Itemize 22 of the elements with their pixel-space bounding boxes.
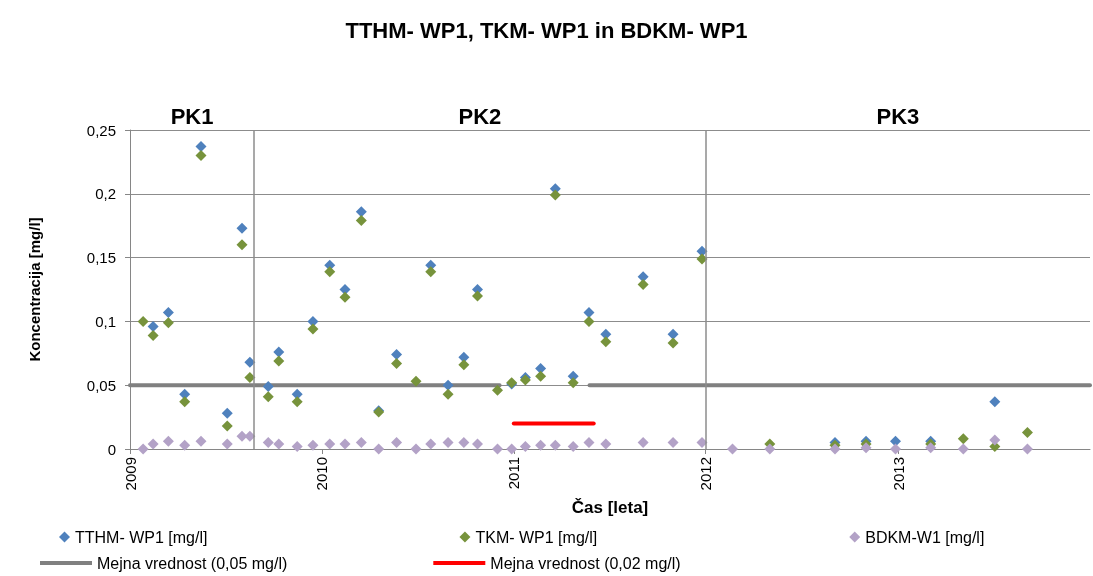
y-tick-label: 0,25 <box>86 121 116 139</box>
y-tick-label: 0,15 <box>86 249 116 267</box>
legend-label: TKM- WP1 [mg/l] <box>475 528 598 546</box>
legend-label: BDKM-W1 [mg/l] <box>865 528 985 546</box>
x-tick-label: 2011 <box>505 457 523 490</box>
text: PK1 <box>170 103 214 129</box>
x-axis-title: Čas [leta] <box>571 498 649 517</box>
y-tick-label: 0 <box>107 440 116 458</box>
y-tick-label: 0,05 <box>86 376 116 394</box>
x-tick-label: 2009 <box>121 457 139 491</box>
chart-title: TTHM- WP1, TKM- WP1 in BDKM- WP1 <box>345 17 748 43</box>
legend-label: Mejna vrednost (0,02 mg/l) <box>490 554 681 572</box>
text: PK3 <box>876 103 920 129</box>
legend-label: Mejna vrednost (0,05 mg/l) <box>97 554 288 572</box>
y-tick-label: 0,1 <box>95 312 116 330</box>
x-tick-label: 2013 <box>889 457 907 491</box>
x-tick-label: 2012 <box>697 457 715 491</box>
y-axis-title: Koncentracija [mg/l] <box>26 217 43 362</box>
legend-label: TTHM- WP1 [mg/l] <box>75 528 208 546</box>
y-tick-label: 0,2 <box>95 185 116 203</box>
text: PK2 <box>458 103 502 129</box>
x-tick-label: 2010 <box>313 457 331 491</box>
